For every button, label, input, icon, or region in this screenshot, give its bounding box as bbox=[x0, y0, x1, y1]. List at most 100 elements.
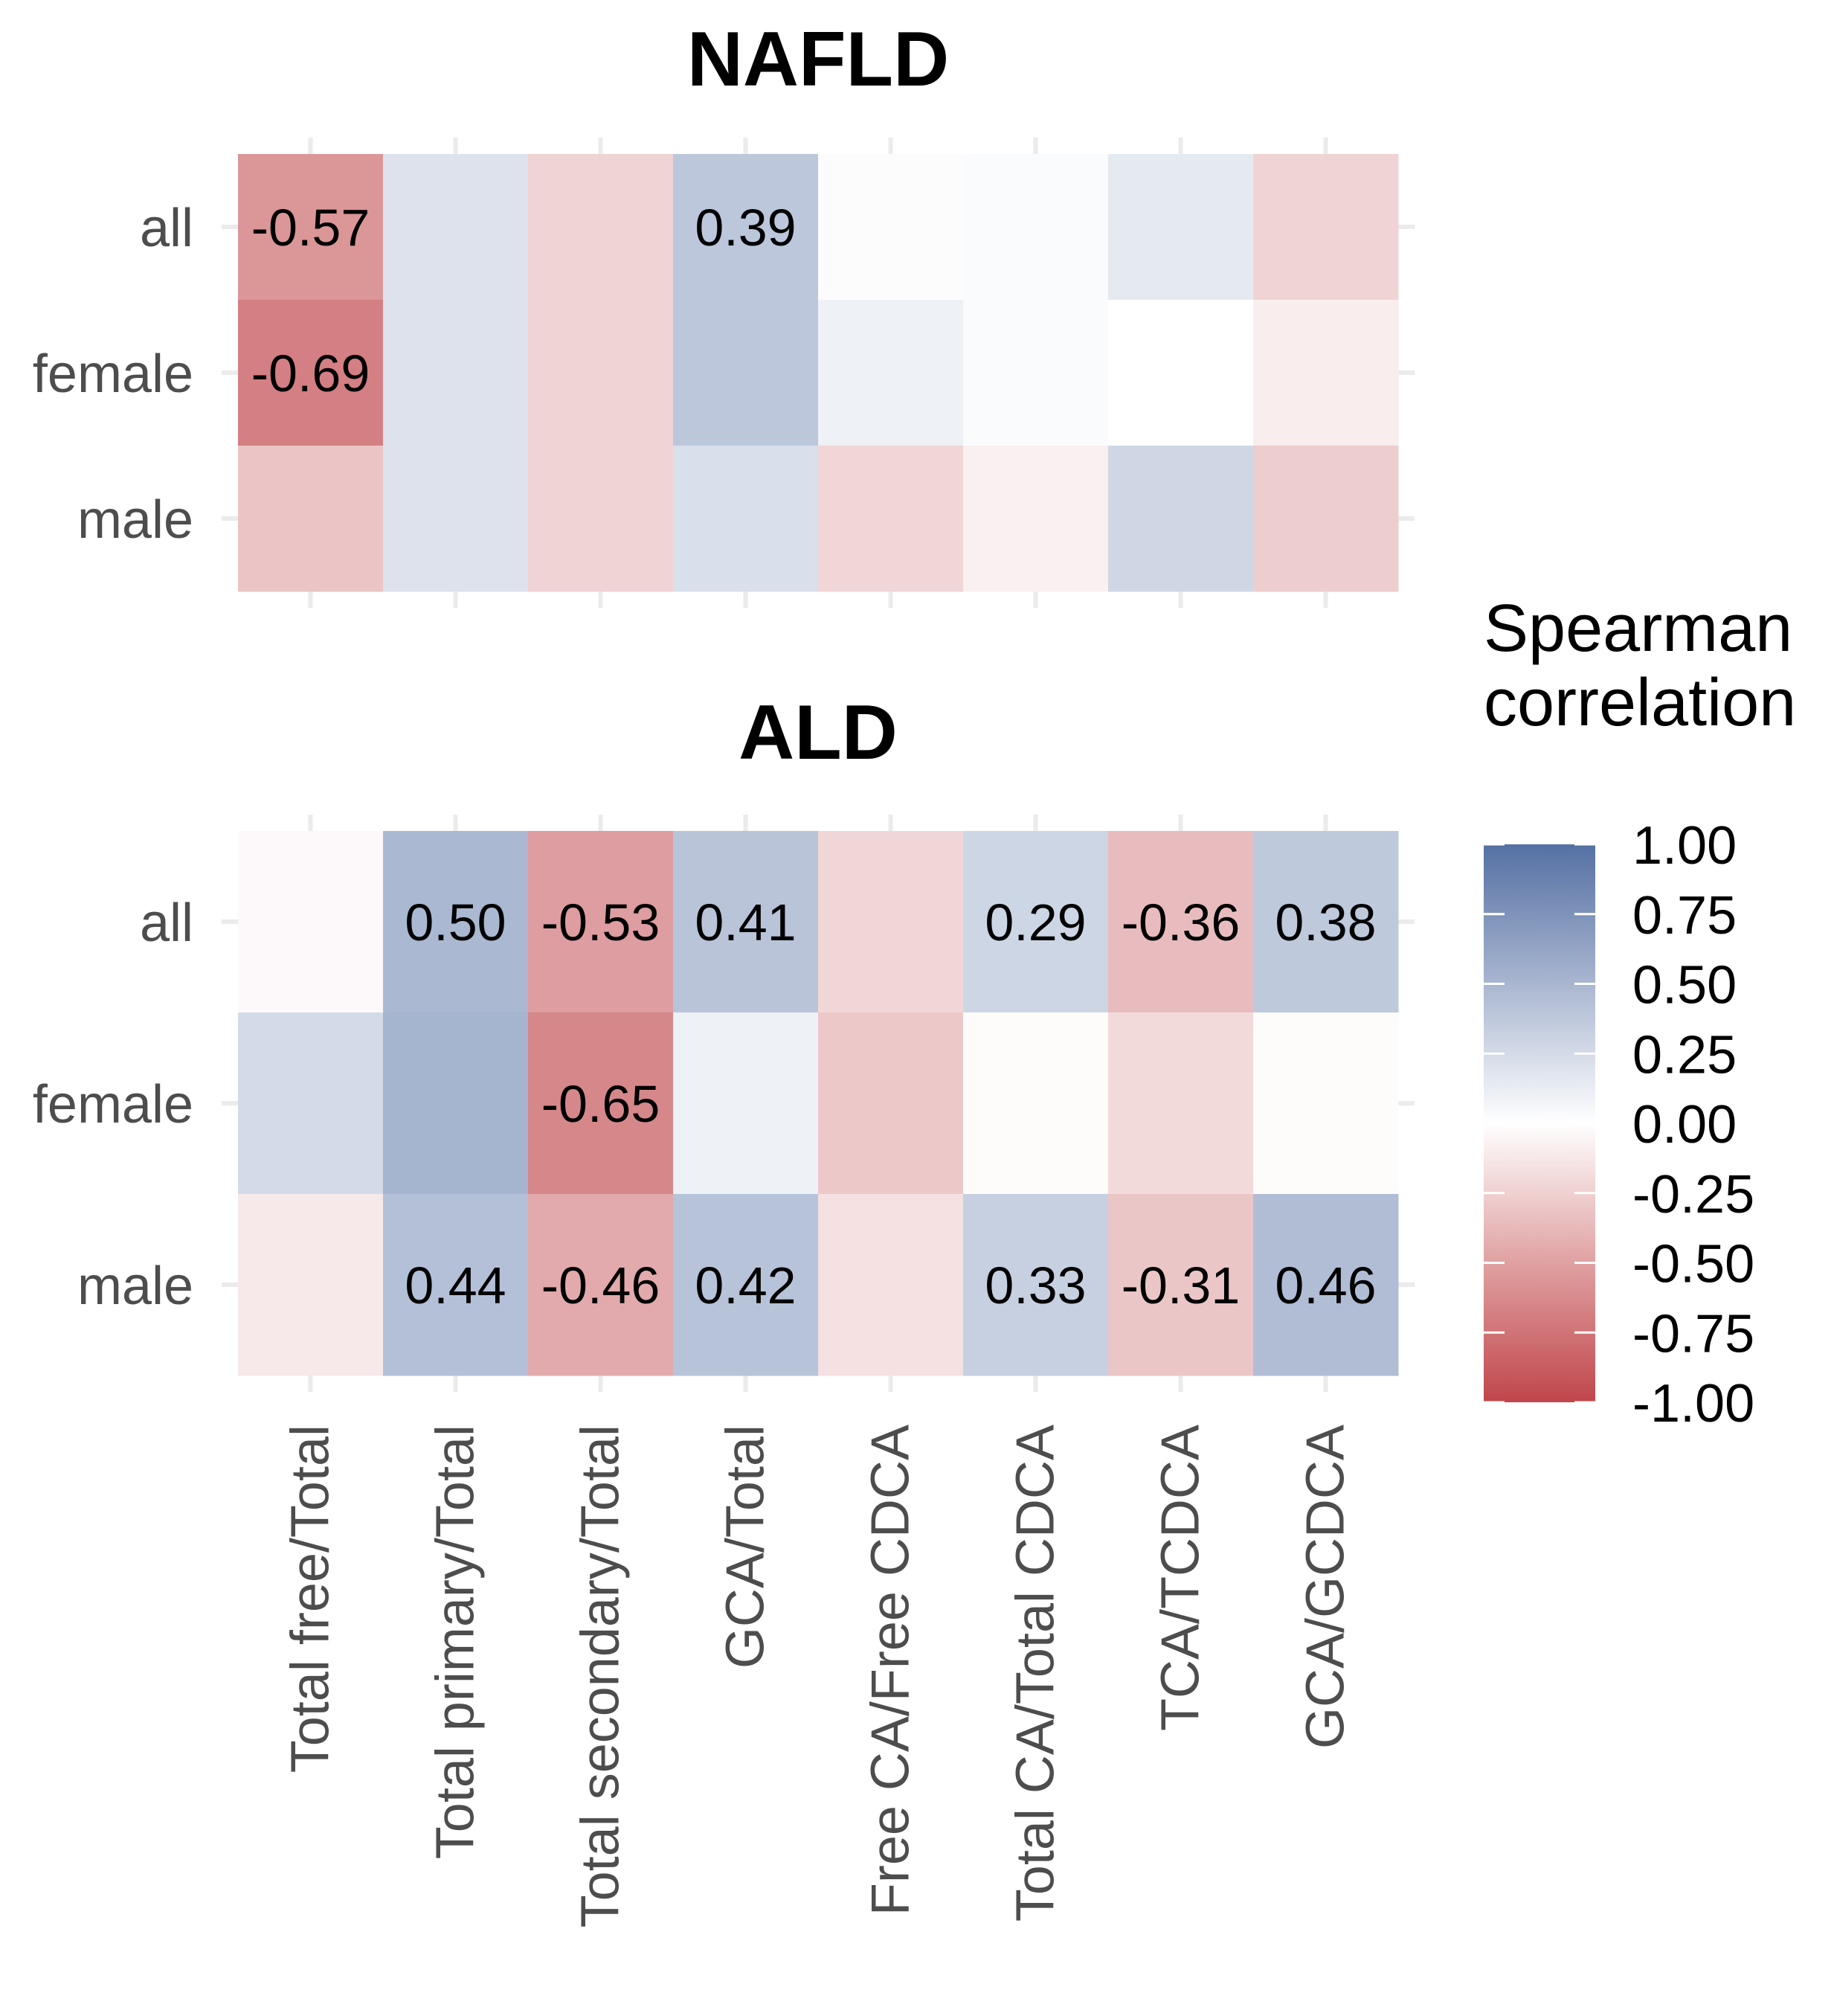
heatmap-cell bbox=[1108, 831, 1254, 1013]
heatmap-cell bbox=[673, 154, 819, 301]
panel-title-ald: ALD bbox=[739, 690, 898, 776]
heatmap-cell bbox=[383, 831, 529, 1013]
heatmap-cell bbox=[963, 446, 1109, 592]
heatmap-cell bbox=[673, 831, 819, 1013]
heatmap-cell bbox=[963, 300, 1109, 446]
heatmap-cell bbox=[383, 1194, 529, 1376]
heatmap-cell bbox=[238, 446, 384, 592]
heatmap-cell bbox=[383, 446, 529, 592]
panel-ald-ticks bbox=[222, 815, 1415, 1392]
cell-value-label: 0.50 bbox=[405, 893, 506, 951]
row-label-female: female bbox=[33, 1075, 193, 1134]
panel-ald: ALD 0.50 -0.53 0.41 0.29 -0.36 0.38-0.650.44-… bbox=[33, 690, 1415, 1392]
panel-nafld-row-labels: all female male bbox=[33, 199, 193, 550]
panel-nafld-cells bbox=[238, 154, 1399, 592]
heatmap-cell bbox=[238, 300, 384, 446]
panel-ald-row-labels: all female male bbox=[33, 893, 193, 1316]
heatmap-cell bbox=[673, 446, 819, 592]
legend-tick-label: -0.25 bbox=[1632, 1165, 1754, 1224]
heatmap-cell bbox=[673, 1194, 819, 1376]
heatmap-cell bbox=[1253, 1194, 1399, 1376]
heatmap-cell bbox=[383, 154, 529, 301]
heatmap-cell bbox=[1253, 446, 1399, 592]
heatmap-cell bbox=[1108, 154, 1254, 301]
cell-value-label: -0.69 bbox=[251, 344, 370, 402]
heatmap-cell bbox=[673, 300, 819, 446]
legend-title-line-2: correlation bbox=[1484, 666, 1796, 740]
cell-value-label: -0.36 bbox=[1122, 893, 1241, 951]
panel-ald-cells bbox=[238, 831, 1399, 1376]
cell-value-label: 0.39 bbox=[695, 199, 796, 257]
panel-nafld-ticks bbox=[222, 138, 1415, 608]
legend-tick-label: 0.50 bbox=[1632, 956, 1737, 1015]
heatmap-cell bbox=[963, 831, 1109, 1013]
heatmap-cell bbox=[528, 300, 674, 446]
cell-value-label: -0.53 bbox=[541, 893, 660, 951]
heatmap-cell bbox=[383, 1012, 529, 1195]
x-axis-label: Total CA/Total CDCA bbox=[1006, 1425, 1066, 1922]
row-label-male: male bbox=[77, 490, 193, 550]
heatmap-cell bbox=[528, 1012, 674, 1195]
x-axis-label: Total free/Total bbox=[281, 1425, 341, 1773]
heatmap-cell bbox=[1108, 446, 1254, 592]
legend-tick-label: -1.00 bbox=[1632, 1374, 1754, 1434]
cell-value-label: 0.38 bbox=[1275, 893, 1376, 951]
legend-tick-label: -0.75 bbox=[1632, 1304, 1754, 1364]
heatmap-cell bbox=[818, 154, 964, 301]
cell-value-label: -0.65 bbox=[541, 1075, 660, 1133]
legend-tick-label: 0.25 bbox=[1632, 1025, 1737, 1085]
x-axis-label: Total secondary/Total bbox=[571, 1425, 631, 1927]
heatmap-cell bbox=[1108, 300, 1254, 446]
x-axis-label: Total primary/Total bbox=[426, 1425, 486, 1859]
cell-value-label: 0.33 bbox=[985, 1256, 1086, 1314]
legend-tick-label: 0.00 bbox=[1632, 1095, 1737, 1155]
heatmap-cell bbox=[238, 831, 384, 1013]
heatmap-cell bbox=[818, 1012, 964, 1195]
panel-title-nafld: NAFLD bbox=[687, 16, 949, 103]
heatmap-cell bbox=[1253, 154, 1399, 301]
cell-value-label: -0.46 bbox=[541, 1256, 660, 1314]
cell-value-label: 0.41 bbox=[695, 893, 796, 951]
heatmap-cell bbox=[818, 446, 964, 592]
legend-tick-label: -0.50 bbox=[1632, 1235, 1754, 1294]
x-axis-label: TCA/TCDCA bbox=[1151, 1425, 1211, 1731]
row-label-female: female bbox=[33, 344, 193, 404]
row-label-all: all bbox=[140, 893, 193, 953]
legend-title-line-1: Spearman bbox=[1484, 591, 1792, 666]
panel-nafld-cell-labels: -0.57 0.39 -0.69 bbox=[251, 199, 797, 402]
x-axis-label: Free CA/Free CDCA bbox=[861, 1425, 921, 1916]
x-axis-label: GCA/Total bbox=[716, 1425, 776, 1669]
heatmap-cell bbox=[818, 300, 964, 446]
x-axis-labels: Total free/Total Total primary/Total Total… bbox=[281, 1425, 1356, 1927]
cell-value-label: 0.42 bbox=[695, 1256, 796, 1314]
heatmap-cell bbox=[963, 1194, 1109, 1376]
heatmap-cell bbox=[238, 1194, 384, 1376]
cell-value-label: 0.29 bbox=[985, 893, 1086, 951]
legend-tick-label: 1.00 bbox=[1632, 816, 1737, 876]
cell-value-label: -0.31 bbox=[1122, 1256, 1241, 1314]
heatmap-cell bbox=[963, 1012, 1109, 1195]
heatmap-cell bbox=[818, 831, 964, 1013]
row-label-male: male bbox=[77, 1256, 193, 1316]
panel-nafld: NAFLD -0.57 0.39 -0.69 all female male bbox=[33, 16, 1415, 608]
cell-value-label: 0.44 bbox=[405, 1256, 506, 1314]
row-label-all: all bbox=[140, 199, 193, 258]
x-axis-label: GCA/GCDCA bbox=[1296, 1425, 1356, 1749]
heatmap-cell bbox=[1108, 1194, 1254, 1376]
heatmap-cell bbox=[673, 1012, 819, 1195]
heatmap-cell bbox=[383, 300, 529, 446]
legend-tick-label: 0.75 bbox=[1632, 886, 1737, 946]
panel-ald-cell-labels: 0.50 -0.53 0.41 0.29 -0.36 0.38 -0.65 0.44 -0.46… bbox=[405, 893, 1376, 1314]
cell-value-label: -0.57 bbox=[251, 199, 370, 257]
cell-value-label: 0.46 bbox=[1275, 1256, 1376, 1314]
heatmap-cell bbox=[528, 446, 674, 592]
heatmap-cell bbox=[963, 154, 1109, 301]
heatmap-cell bbox=[1108, 1012, 1254, 1195]
heatmap-cell bbox=[528, 154, 674, 301]
heatmap-cell bbox=[1253, 1012, 1399, 1195]
heatmap-cell bbox=[818, 1194, 964, 1376]
color-legend: Spearman correlation 1.00 0.75 0.50 0.25 0.0… bbox=[1484, 591, 1796, 1434]
heatmap-cell bbox=[528, 1194, 674, 1376]
heatmap-cell bbox=[1253, 300, 1399, 446]
